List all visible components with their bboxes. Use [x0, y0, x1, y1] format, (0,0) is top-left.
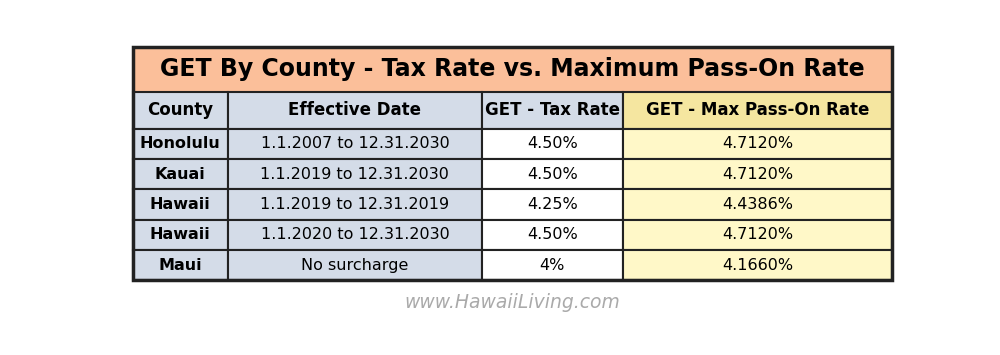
Text: 1.1.2019 to 12.31.2030: 1.1.2019 to 12.31.2030: [260, 166, 449, 181]
Text: GET - Max Pass-On Rate: GET - Max Pass-On Rate: [646, 102, 869, 119]
Text: GET - Tax Rate: GET - Tax Rate: [485, 102, 620, 119]
Bar: [482, 189, 623, 220]
Text: 4.50%: 4.50%: [527, 136, 578, 151]
Text: 4%: 4%: [540, 258, 565, 273]
Bar: [228, 250, 482, 280]
Text: 4.25%: 4.25%: [527, 197, 578, 212]
Bar: [133, 47, 892, 280]
Text: County: County: [147, 102, 213, 119]
Text: Hawaii: Hawaii: [150, 197, 211, 212]
Text: 1.1.2007 to 12.31.2030: 1.1.2007 to 12.31.2030: [261, 136, 449, 151]
Text: 4.50%: 4.50%: [527, 227, 578, 242]
Text: 4.4386%: 4.4386%: [722, 197, 793, 212]
Bar: [623, 92, 892, 129]
Bar: [228, 129, 482, 159]
Text: 4.50%: 4.50%: [527, 166, 578, 181]
Bar: [623, 159, 892, 189]
Text: 4.7120%: 4.7120%: [722, 136, 793, 151]
Bar: [133, 129, 228, 159]
Text: 1.1.2019 to 12.31.2019: 1.1.2019 to 12.31.2019: [260, 197, 449, 212]
Text: GET By County - Tax Rate vs. Maximum Pass-On Rate: GET By County - Tax Rate vs. Maximum Pas…: [160, 58, 865, 82]
Text: No surcharge: No surcharge: [301, 258, 409, 273]
Bar: [623, 129, 892, 159]
Bar: [623, 220, 892, 250]
Bar: [228, 220, 482, 250]
Bar: [133, 189, 228, 220]
Bar: [228, 159, 482, 189]
Bar: [228, 92, 482, 129]
Bar: [482, 220, 623, 250]
Bar: [133, 250, 228, 280]
Bar: [133, 159, 228, 189]
Bar: [482, 92, 623, 129]
Text: 4.7120%: 4.7120%: [722, 227, 793, 242]
Text: Maui: Maui: [158, 258, 202, 273]
Text: 4.1660%: 4.1660%: [722, 258, 793, 273]
Bar: [228, 189, 482, 220]
Text: 4.7120%: 4.7120%: [722, 166, 793, 181]
Bar: [482, 250, 623, 280]
Bar: [133, 47, 892, 92]
Text: 1.1.2020 to 12.31.2030: 1.1.2020 to 12.31.2030: [261, 227, 449, 242]
Bar: [482, 159, 623, 189]
Bar: [133, 92, 228, 129]
Bar: [623, 250, 892, 280]
Text: Kauai: Kauai: [155, 166, 206, 181]
Bar: [623, 189, 892, 220]
Text: Honolulu: Honolulu: [140, 136, 221, 151]
Text: Hawaii: Hawaii: [150, 227, 211, 242]
Text: www.HawaiiLiving.com: www.HawaiiLiving.com: [405, 293, 620, 312]
Bar: [482, 129, 623, 159]
Text: Effective Date: Effective Date: [288, 102, 421, 119]
Bar: [133, 220, 228, 250]
